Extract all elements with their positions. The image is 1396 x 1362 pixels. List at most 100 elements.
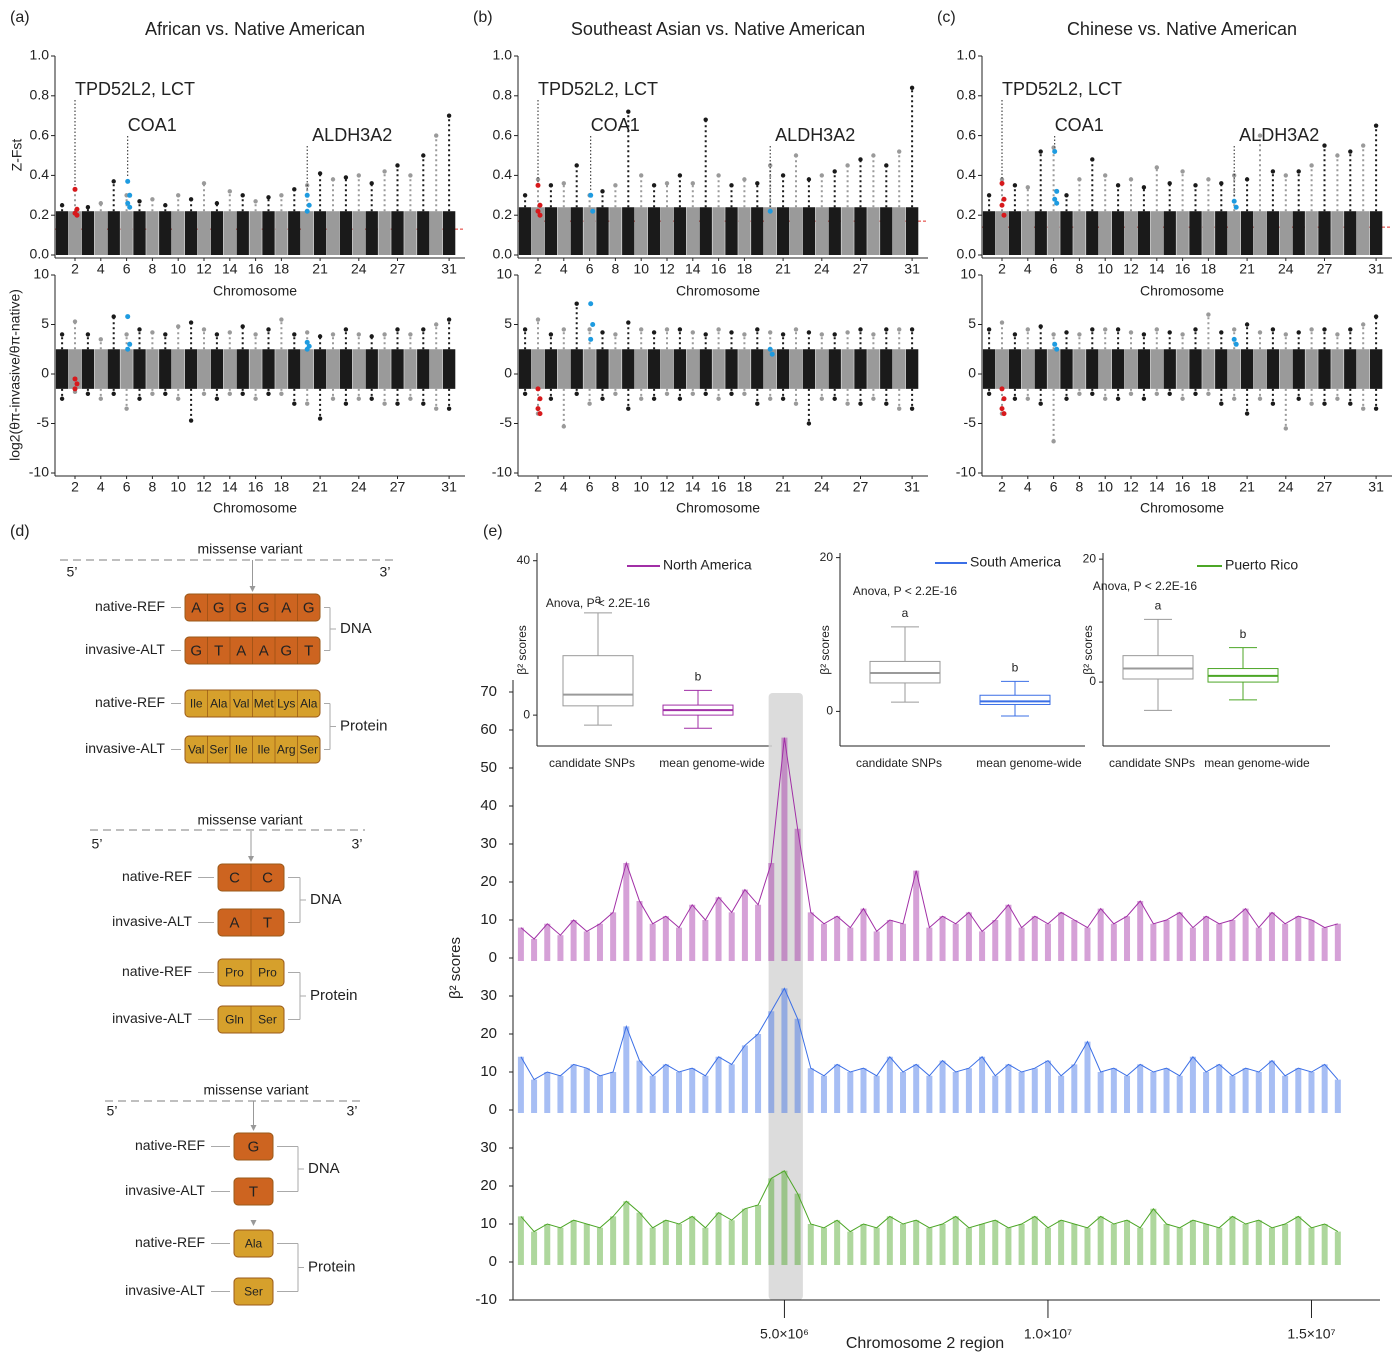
log2-point-min xyxy=(522,391,528,396)
log2-bulk xyxy=(686,349,699,389)
gene-label: ALDH3A2 xyxy=(1239,125,1319,145)
sequence-cell: Gln xyxy=(225,1013,244,1027)
highlight-fst xyxy=(1001,196,1007,202)
x-tick-label: 12 xyxy=(1123,479,1139,495)
sequence-cell: Met xyxy=(254,697,275,711)
fst-bulk xyxy=(391,211,404,255)
fst-bulk xyxy=(1034,211,1047,255)
x-tick-label: 21 xyxy=(312,479,328,495)
x-tick-label: 21 xyxy=(1239,261,1255,277)
x-tick-label: 6 xyxy=(586,479,594,495)
log2-point-max xyxy=(742,332,747,337)
x-tick-label: 5.0×10⁶ xyxy=(760,1326,809,1342)
log2-point-min xyxy=(548,396,554,401)
fst-point xyxy=(999,177,1005,182)
log2-point-max xyxy=(548,332,554,337)
log2-bulk xyxy=(1086,349,1099,389)
log2-point-min xyxy=(1141,396,1147,401)
fst-bulk xyxy=(802,207,816,255)
x-tick-label: 10 xyxy=(1097,261,1113,277)
fst-bulk xyxy=(1240,211,1254,255)
log2-bulk xyxy=(55,349,69,389)
log2-bulk xyxy=(365,349,378,389)
y2-tick-label: 0 xyxy=(41,365,49,381)
x-tick-label: 24 xyxy=(351,479,367,495)
log2-point-max xyxy=(343,327,349,332)
sequence-cell: Ile xyxy=(235,743,248,757)
y-tick-label: 30 xyxy=(480,1139,497,1156)
x-tick-label: 12 xyxy=(659,479,675,495)
fst-bulk xyxy=(94,211,107,255)
fst-bulk xyxy=(583,207,596,255)
x-tick-label: 8 xyxy=(612,261,620,277)
log2-point-min xyxy=(382,401,387,406)
legend-label: North America xyxy=(663,557,752,573)
fst-bulk xyxy=(1073,211,1086,255)
log2-point-min xyxy=(434,406,439,411)
log2-bulk xyxy=(673,349,687,389)
log2-bulk xyxy=(1163,349,1176,389)
log2-bulk xyxy=(339,349,353,389)
fst-bulk xyxy=(880,207,893,255)
y-tick-label: 40 xyxy=(480,797,497,814)
fst-point xyxy=(369,181,374,186)
y-tick-label: 70 xyxy=(480,683,497,700)
log2-point-min xyxy=(677,396,683,401)
sequence-cell: Pro xyxy=(258,966,277,980)
log2-bulk xyxy=(301,349,314,389)
pointer-head xyxy=(249,586,256,592)
log2-bulk xyxy=(1150,349,1163,389)
fst-point xyxy=(1373,123,1379,128)
fst-bulk xyxy=(893,207,906,255)
log2-point-max xyxy=(434,322,439,327)
y2-tick-label: -10 xyxy=(492,464,512,480)
highlight-log2 xyxy=(72,376,78,382)
row-label: native-REF xyxy=(122,868,192,884)
log2-bulk xyxy=(378,349,391,389)
y2-tick-label: -5 xyxy=(964,414,977,430)
y-axis-label: β² scores xyxy=(818,625,832,675)
log2-point-min xyxy=(1012,396,1018,401)
variant-title: missense variant xyxy=(203,1082,308,1098)
fst-point xyxy=(574,163,579,168)
x-tick-label: 31 xyxy=(441,261,457,277)
fst-bulk xyxy=(339,211,353,255)
fst-bulk xyxy=(1292,211,1305,255)
log2-bulk xyxy=(518,349,532,389)
three-prime: 3’ xyxy=(380,564,391,580)
fst-point xyxy=(1270,169,1276,174)
x-tick-label: 10 xyxy=(170,261,186,277)
y-tick-label: 0 xyxy=(489,1101,497,1118)
log2-point-max xyxy=(871,332,876,337)
log2-point-min xyxy=(884,401,889,406)
box xyxy=(1122,655,1194,680)
log2-point-max xyxy=(858,327,863,332)
x-axis-label: Chromosome xyxy=(676,500,760,516)
x-tick-label: 4 xyxy=(560,261,568,277)
fst-bulk xyxy=(404,211,417,255)
fst-point xyxy=(1180,169,1185,174)
log2-point-max xyxy=(201,327,207,332)
sequence-cell: T xyxy=(304,642,313,659)
sequence-cell: G xyxy=(280,642,292,659)
fst-bulk xyxy=(1047,211,1060,255)
y2-tick-label: 10 xyxy=(33,266,49,282)
log2-bulk xyxy=(417,349,430,389)
y2-tick-label: 5 xyxy=(41,315,49,331)
fst-bulk xyxy=(275,211,288,255)
log2-point-min xyxy=(819,396,824,401)
legend-label: South America xyxy=(970,554,1061,570)
five-prime: 5’ xyxy=(92,836,103,852)
sequence-cell: T xyxy=(214,642,223,659)
highlight-fst xyxy=(537,212,543,218)
y-tick-label: 0.6 xyxy=(493,126,513,142)
y-tick-label: 1.0 xyxy=(493,47,513,63)
log2-bulk xyxy=(1266,349,1280,389)
log2-point-max xyxy=(1257,330,1263,335)
sequence-cell: A xyxy=(236,642,246,659)
y-tick-label: 40 xyxy=(517,553,531,567)
log2-point-max xyxy=(703,332,708,337)
x-tick-label: 24 xyxy=(814,261,830,277)
log2-point-max xyxy=(369,334,374,339)
fst-bulk xyxy=(1111,211,1125,255)
